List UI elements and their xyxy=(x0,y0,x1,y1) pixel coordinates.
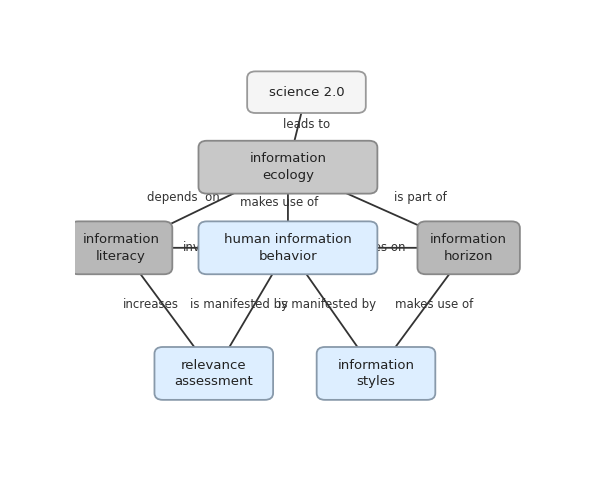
FancyBboxPatch shape xyxy=(247,72,366,113)
Text: involves: involves xyxy=(182,241,231,254)
Text: relies on: relies on xyxy=(355,241,406,254)
Text: makes use of: makes use of xyxy=(395,298,473,311)
FancyBboxPatch shape xyxy=(317,347,435,400)
Text: information
literacy: information literacy xyxy=(83,233,160,262)
Text: is manifested by: is manifested by xyxy=(190,298,288,311)
Text: science 2.0: science 2.0 xyxy=(269,86,344,99)
Text: increases: increases xyxy=(123,298,179,311)
Text: information
styles: information styles xyxy=(337,359,414,388)
FancyBboxPatch shape xyxy=(154,347,273,400)
FancyBboxPatch shape xyxy=(70,222,172,274)
Text: is part of: is part of xyxy=(393,191,446,204)
FancyBboxPatch shape xyxy=(417,222,520,274)
FancyBboxPatch shape xyxy=(199,141,377,194)
Text: makes use of: makes use of xyxy=(240,196,318,209)
FancyBboxPatch shape xyxy=(199,222,377,274)
Text: relevance
assessment: relevance assessment xyxy=(175,359,253,388)
Text: is manifested by: is manifested by xyxy=(278,298,376,311)
Text: human information
behavior: human information behavior xyxy=(224,233,352,262)
Text: depends  on: depends on xyxy=(147,191,220,204)
Text: information
ecology: information ecology xyxy=(249,152,327,182)
Text: leads to: leads to xyxy=(283,117,330,131)
Text: information
horizon: information horizon xyxy=(430,233,507,262)
